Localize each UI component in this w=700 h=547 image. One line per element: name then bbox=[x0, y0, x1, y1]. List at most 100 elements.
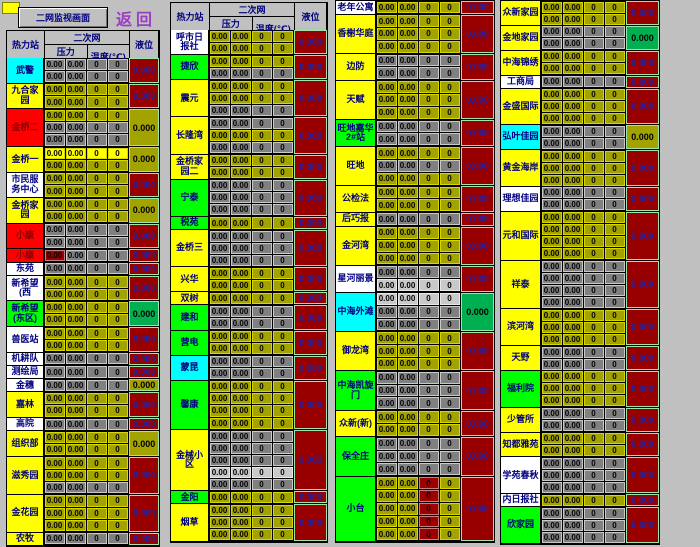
pressure-value-cell: 0.00 bbox=[562, 346, 583, 358]
station-row: 小台 0.00 0.00 0 0 0.00 0.00 0 0 0.00 0.00 0 0 0.00 0.00… bbox=[336, 476, 494, 542]
pressure-value-cell: 0.00 bbox=[209, 254, 230, 266]
temperature-value-cell: 0 bbox=[418, 411, 439, 423]
temperature-value-cell: 0 bbox=[251, 67, 272, 79]
temperature-value-cell: 0 bbox=[107, 444, 128, 456]
pressure-value-cell: 0.00 bbox=[65, 70, 86, 83]
level-value-cell: 0.000 bbox=[129, 249, 159, 262]
pressure-value-cell: 0.00 bbox=[541, 1, 562, 13]
temperature-value-cell: 0 bbox=[604, 519, 625, 531]
temperature-value-cell: 0 bbox=[439, 293, 460, 305]
temperature-value-cell: 0 bbox=[86, 495, 107, 507]
temperature-value-cell: 0 bbox=[86, 327, 107, 339]
station-name-cell: 双树 bbox=[171, 292, 209, 305]
temperature-value-cell: 0 bbox=[418, 133, 439, 146]
station-values: 0.00 0.00 0 0 0.00 0.00 0 0 bbox=[541, 346, 625, 370]
pressure-value-cell: 0.00 bbox=[230, 180, 251, 192]
pressure-value-cell: 0.00 bbox=[562, 457, 583, 469]
temperature-value-cell: 0 bbox=[439, 186, 460, 199]
temperature-value-cell: 0 bbox=[439, 332, 460, 345]
pressure-value-cell: 0.00 bbox=[65, 210, 86, 223]
level-value-cell: 0.000 bbox=[626, 88, 659, 125]
level-value-cell: 0.000 bbox=[294, 216, 327, 230]
return-button[interactable]: 返回 bbox=[116, 12, 157, 29]
value-row: 0.00 0.00 0 0 bbox=[376, 358, 460, 371]
pressure-value-cell: 0.00 bbox=[397, 252, 418, 265]
temperature-value-cell: 0 bbox=[604, 248, 625, 260]
value-row: 0.00 0.00 0 0 bbox=[376, 239, 460, 252]
temperature-value-cell: 0 bbox=[86, 198, 107, 210]
value-row: 0.00 0.00 0 0 bbox=[541, 481, 625, 493]
temperature-value-cell: 0 bbox=[439, 397, 460, 410]
station-values: 0.00 0.00 0 0 0.00 0.00 0 0 bbox=[541, 408, 625, 432]
value-row: 0.00 0.00 0 0 bbox=[209, 442, 293, 454]
pressure-value-cell: 0.00 bbox=[209, 267, 230, 279]
pressure-value-cell: 0.00 bbox=[209, 242, 230, 254]
temperature-value-cell: 0 bbox=[272, 405, 293, 417]
temperature-value-cell: 0 bbox=[272, 442, 293, 454]
temperature-value-cell: 0 bbox=[107, 121, 128, 134]
temperature-value-cell: 0 bbox=[251, 104, 272, 116]
station-name-cell: 金桥家园 bbox=[7, 198, 44, 223]
temperature-value-cell: 0 bbox=[107, 185, 128, 197]
station-values: 0.00 0.00 0 0 0.00 0.00 0 0 0.00 0.00 0 0 bbox=[376, 81, 460, 119]
pressure-value-cell: 0.00 bbox=[230, 55, 251, 67]
station-values: 0.00 0.00 0 0 0.00 0.00 0 0 bbox=[376, 186, 460, 212]
station-row: 元和国际 0.00 0.00 0 0 0.00 0.00 0 0 0.00 0.00 0 0 0.00 0.… bbox=[501, 211, 659, 261]
value-row: 0.00 0.00 0 0 bbox=[209, 142, 293, 154]
station-name-cell: 新希望(西 bbox=[7, 275, 44, 301]
pressure-value-cell: 0.00 bbox=[397, 94, 418, 106]
temperature-value-cell: 0 bbox=[604, 162, 625, 174]
level-value-cell: 0.000 bbox=[461, 80, 494, 120]
station-row: 旺地嘉华 2#站 0.00 0.00 0 0 0.00 0.00 0 0 0.000 bbox=[336, 120, 494, 147]
station-row: 工商局 0.00 0.00 0 0 0.000 bbox=[501, 75, 659, 89]
station-name-cell: 黄金海岸 bbox=[501, 150, 541, 186]
temperature-value-cell: 0 bbox=[418, 28, 439, 40]
value-row: 0.00 0.00 0 0 bbox=[209, 393, 293, 405]
pressure-value-cell: 0.00 bbox=[65, 418, 86, 430]
value-row: 0.00 0.00 0 0 bbox=[541, 261, 625, 273]
secondary-network-screen-button[interactable]: 二网监视画面 bbox=[18, 7, 108, 28]
value-row: 0.00 0.00 0 0 bbox=[209, 42, 293, 54]
station-values: 0.00 0.00 0 0 0.00 0.00 0 0 0.00 0.00 0 0 bbox=[541, 371, 625, 407]
station-name-cell: 震元 bbox=[171, 80, 209, 117]
pressure-value-cell: 0.00 bbox=[230, 217, 251, 229]
temperature-value-cell: 0 bbox=[251, 529, 272, 541]
header-temperature: 温度(℃) bbox=[255, 24, 291, 34]
level-value-cell: 0.000 bbox=[129, 147, 159, 172]
pressure-value-cell: 0.00 bbox=[397, 332, 418, 345]
station-values: 0.00 0.00 0 0 bbox=[541, 494, 625, 506]
station-row: 九合家园 0.00 0.00 0 0 0.00 0.00 0 0 0.000 bbox=[7, 83, 159, 110]
value-row: 0.00 0.00 0 0 bbox=[541, 248, 625, 260]
temperature-value-cell: 0 bbox=[439, 120, 460, 133]
level-value-cell: 0.000 bbox=[294, 330, 327, 355]
station-values: 0.00 0.00 0 0 0.00 0.00 0 0 bbox=[209, 305, 293, 330]
station-name-cell: 新希望(东区) bbox=[7, 301, 44, 327]
temperature-value-cell: 0 bbox=[86, 392, 107, 405]
pressure-value-cell: 0.00 bbox=[209, 417, 230, 429]
pressure-value-cell: 0.00 bbox=[65, 224, 86, 236]
pressure-value-cell: 0.00 bbox=[230, 92, 251, 104]
temperature-value-cell: 0 bbox=[583, 383, 604, 395]
temperature-value-cell: 0 bbox=[583, 519, 604, 531]
station-name-cell: 烟草 bbox=[171, 504, 209, 541]
pressure-value-cell: 0.00 bbox=[562, 236, 583, 248]
station-name-cell: 金地家园 bbox=[501, 25, 541, 50]
temperature-value-cell: 0 bbox=[272, 305, 293, 317]
pressure-value-cell: 0.00 bbox=[562, 445, 583, 456]
pressure-value-cell: 0.00 bbox=[562, 420, 583, 432]
pressure-value-cell: 0.00 bbox=[44, 314, 65, 326]
value-row: 0.00 0.00 0 0 bbox=[209, 343, 293, 355]
value-row: 0.00 0.00 0 0 bbox=[44, 418, 128, 430]
station-row: 测绘局 0.00 0.00 0 0 0.000 bbox=[7, 365, 159, 380]
temperature-value-cell: 0 bbox=[583, 76, 604, 88]
temperature-value-cell: 0 bbox=[86, 519, 107, 532]
temperature-value-cell: 0 bbox=[251, 217, 272, 229]
station-row: 中海锦绣 0.00 0.00 0 0 0.00 0.00 0 0 0.000 bbox=[501, 50, 659, 76]
temperature-value-cell: 0 bbox=[86, 134, 107, 146]
pressure-value-cell: 0.00 bbox=[562, 212, 583, 224]
temperature-value-cell: 0 bbox=[272, 454, 293, 466]
pressure-value-cell: 0.00 bbox=[397, 199, 418, 212]
station-row: 嘉林 0.00 0.00 0 0 0.00 0.00 0 0 0.000 bbox=[7, 392, 159, 419]
station-name-cell: 弘叶佳园 bbox=[501, 125, 541, 150]
value-row: 0.00 0.00 0 0 bbox=[376, 411, 460, 424]
